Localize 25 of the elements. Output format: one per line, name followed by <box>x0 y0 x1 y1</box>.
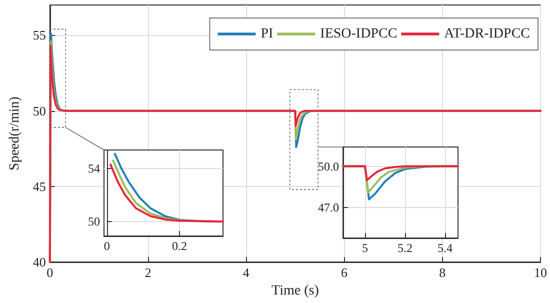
y-tick-label: 40 <box>32 254 46 270</box>
legend-label: IESO-IDPCC <box>320 26 398 42</box>
x-tick-label: 2 <box>144 265 152 280</box>
x-tick-label: 4 <box>242 265 250 280</box>
line-series <box>342 165 459 182</box>
x-tick-label: 8 <box>439 265 446 280</box>
x-axis-title: Time (s) <box>272 284 320 298</box>
x-tick-label: 6 <box>341 265 348 280</box>
x-tick-label: 0 <box>46 265 54 280</box>
x-tick-label: 0.2 <box>172 239 187 253</box>
x-tick-label: 5.4 <box>438 241 452 255</box>
y-tick-label: 47.0 <box>318 200 339 215</box>
y-axis-title: Speed(r/min) <box>8 96 22 170</box>
y-tick-label: 55 <box>32 28 46 43</box>
y-tick-label: 50.0 <box>318 159 339 174</box>
y-tick-label: 50 <box>88 214 100 228</box>
y-tick-label: 50 <box>32 103 46 118</box>
legend-label: AT-DR-IDPCC <box>444 26 530 42</box>
x-tick-label: 5 <box>362 241 368 255</box>
y-tick-label: 45 <box>32 178 46 194</box>
x-tick-label: 10 <box>534 265 547 280</box>
x-tick-label: 0 <box>104 239 110 253</box>
y-tick-label: 54 <box>88 162 100 176</box>
x-tick-label: 5.2 <box>398 241 412 255</box>
legend-label: PI <box>260 26 274 42</box>
